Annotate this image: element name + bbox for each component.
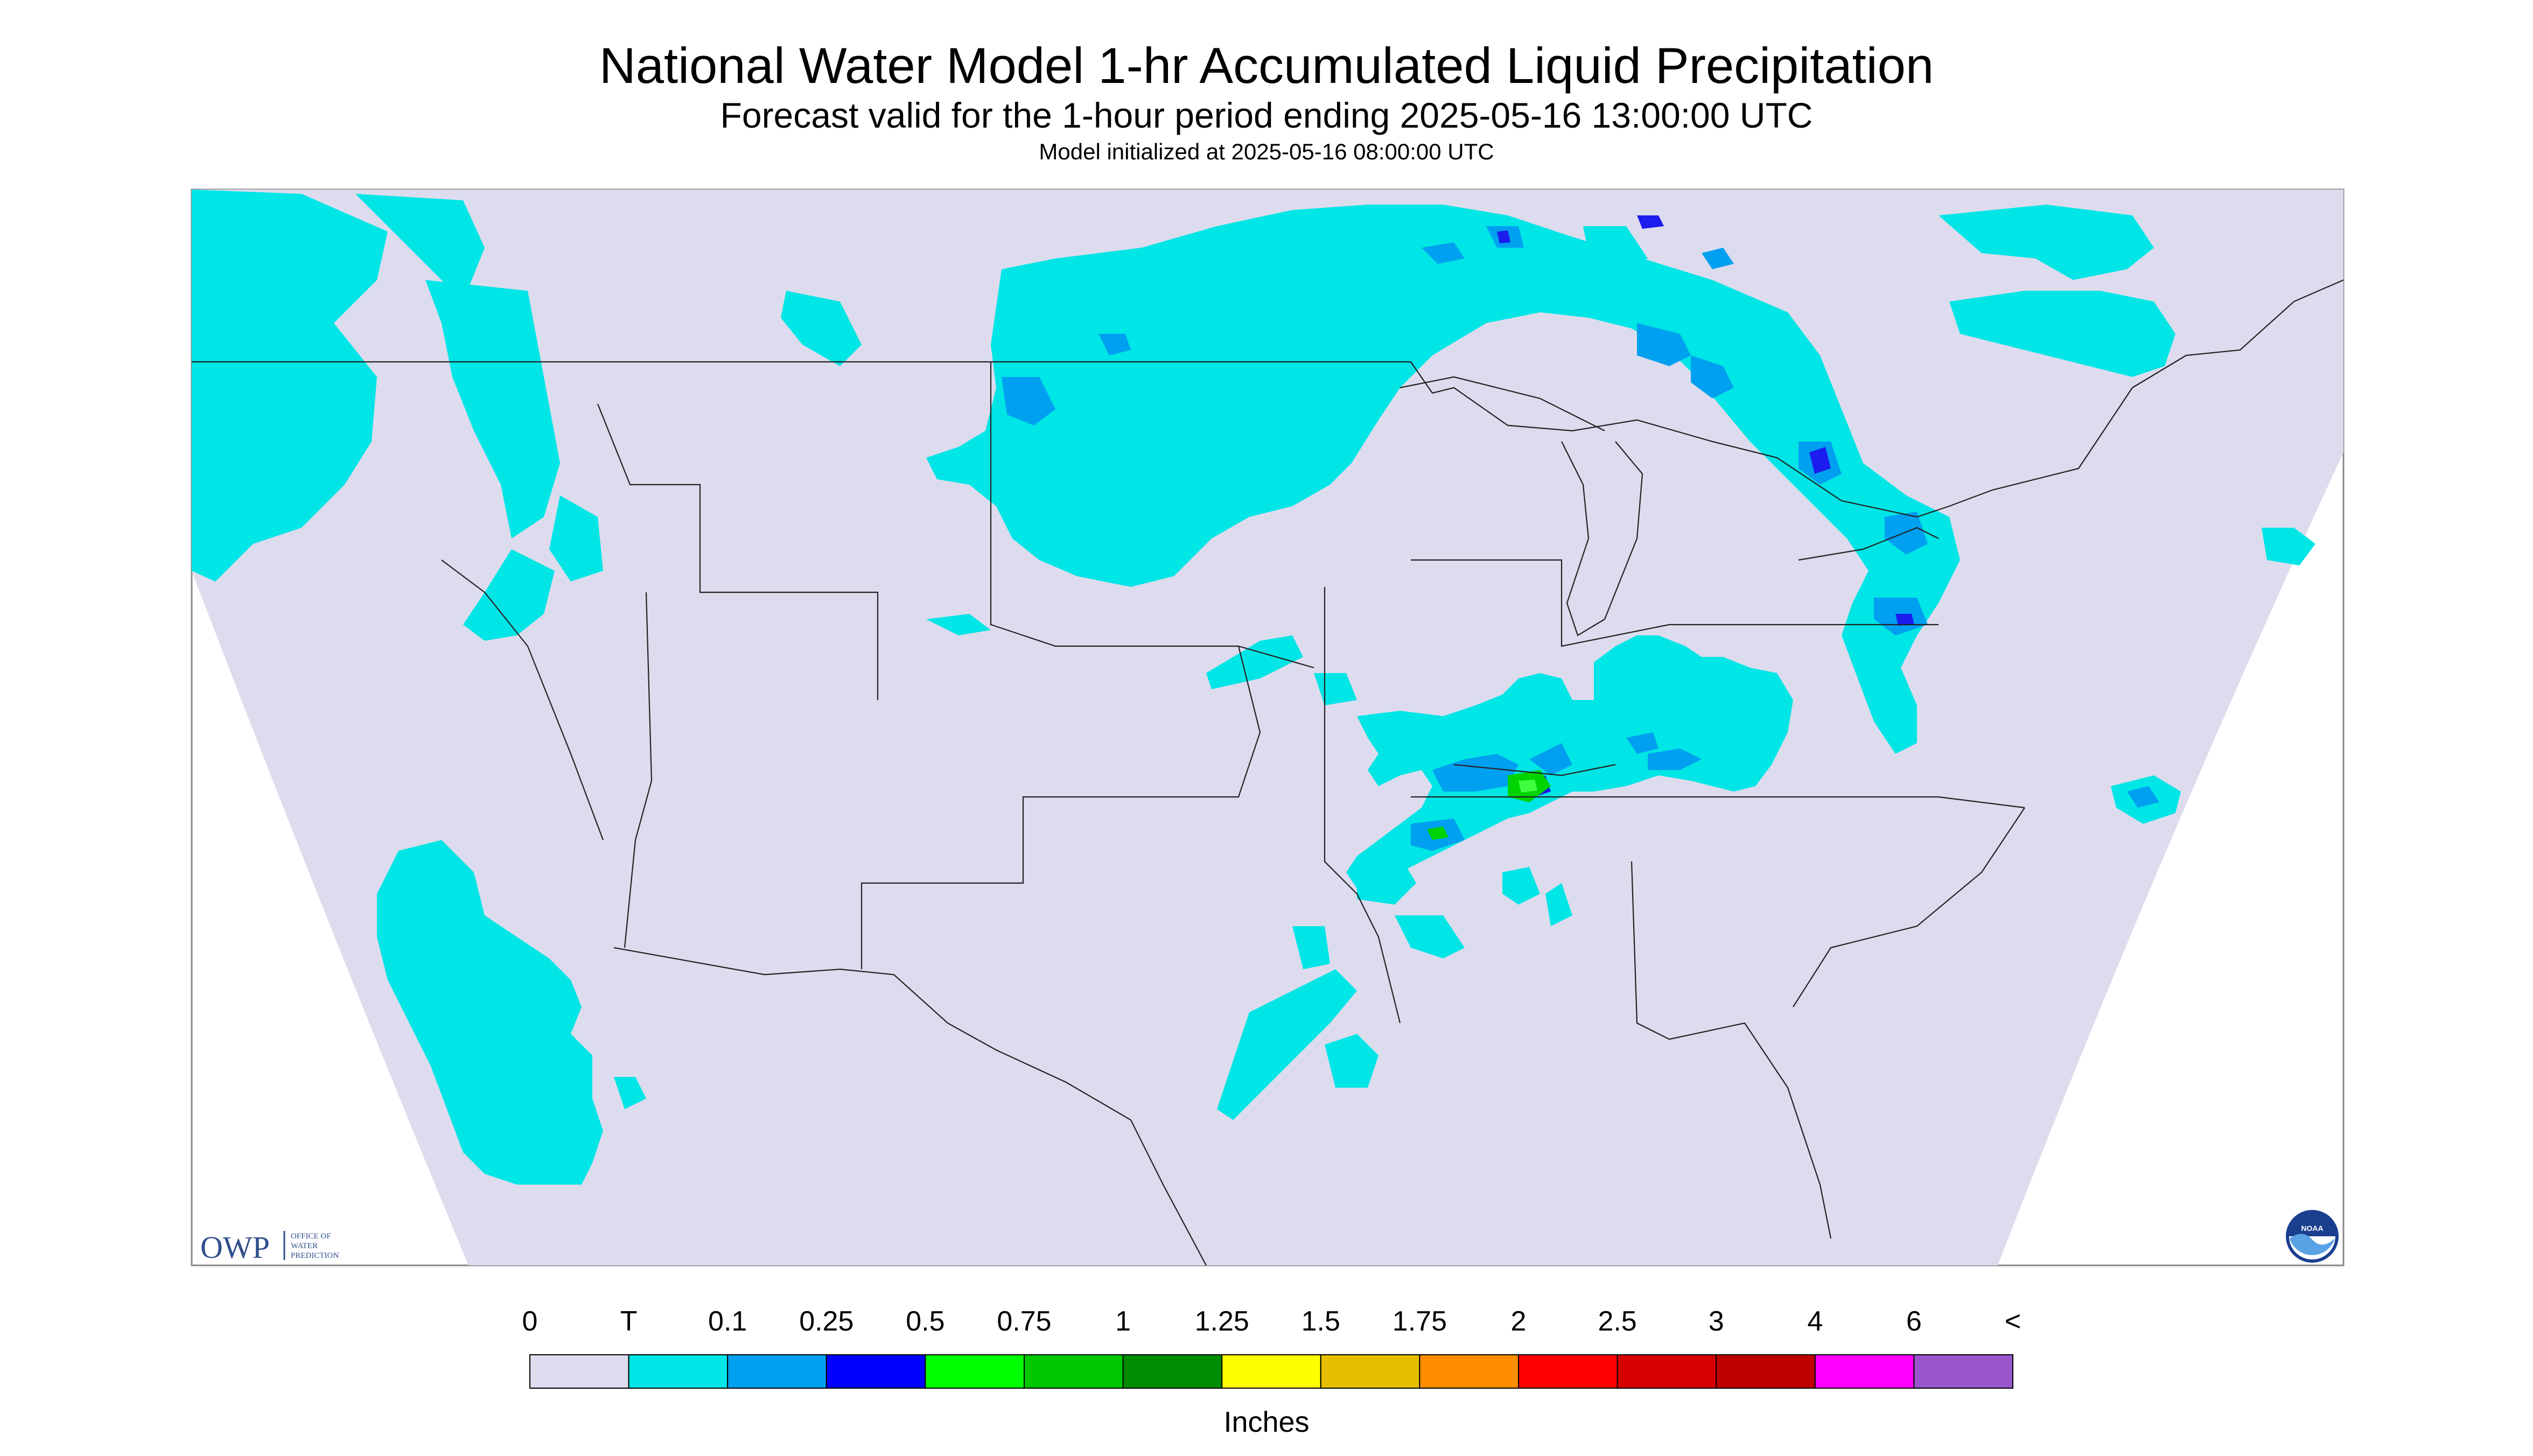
legend-label-12: 3 (1708, 1306, 1724, 1337)
init-time-line: Model initialized at 2025-05-16 08:00:00… (1039, 139, 1494, 164)
legend-swatch-1 (628, 1354, 729, 1389)
legend-units: Inches (1223, 1406, 1310, 1438)
legend-swatch-5 (1024, 1354, 1124, 1389)
state-lines-south (1411, 796, 2025, 809)
legend-swatch-14 (1913, 1354, 2013, 1389)
state-lines-plains (990, 362, 1314, 669)
legend-swatch-2 (727, 1354, 827, 1389)
legend-swatch-12 (1716, 1354, 1816, 1389)
state-lines-central (1324, 587, 1401, 1024)
legend-label-2: 0.1 (708, 1306, 747, 1337)
state-lines-nevada (624, 592, 653, 948)
state-lines-west (597, 403, 879, 700)
legend-label-11: 2.5 (1598, 1306, 1637, 1337)
lake-michigan (1561, 441, 1643, 636)
owp-logo-letters: OWP (200, 1230, 270, 1265)
legend-swatch-9 (1419, 1354, 1519, 1389)
precip-trace-areas (192, 190, 2315, 1185)
legend-label-10: 2 (1510, 1306, 1527, 1337)
legend-swatch-10 (1518, 1354, 1618, 1389)
legend-label-8: 1.5 (1301, 1306, 1340, 1337)
legend-label-4: 0.5 (906, 1306, 945, 1337)
map-subtitle: Forecast valid for the 1-hour period end… (720, 95, 1813, 135)
legend-swatch-7 (1221, 1354, 1321, 1389)
precip-light-areas (1002, 226, 2159, 851)
legend-label-6: 1 (1115, 1306, 1131, 1337)
legend-color-bar (529, 1354, 2013, 1389)
owp-logo: OWP OFFICE OF WATER PREDICTION (200, 1230, 339, 1265)
owp-logo-line3: PREDICTION (291, 1251, 339, 1260)
legend-label-13: 4 (1807, 1306, 1823, 1337)
owp-logo-line1: OFFICE OF (291, 1232, 331, 1241)
noaa-logo: NOAA (2286, 1210, 2339, 1263)
legend-swatch-3 (825, 1354, 926, 1389)
legend-label-14: 6 (1906, 1306, 1922, 1337)
legend-label-7: 1.25 (1194, 1306, 1249, 1337)
california-coast-line (441, 559, 604, 841)
legend-swatch-11 (1617, 1354, 1717, 1389)
legend-label-3: 0.25 (799, 1306, 854, 1337)
us-mexico-border (613, 947, 1207, 1265)
legend-label-9: 1.75 (1392, 1306, 1447, 1337)
legend-label-1: T (620, 1306, 638, 1337)
tennessee-line (1453, 764, 1616, 776)
legend-swatch-6 (1122, 1354, 1223, 1389)
owp-logo-line2: WATER (291, 1242, 318, 1250)
precip-heavy-areas (1427, 770, 1551, 840)
gulf-coast (1631, 861, 1832, 1239)
legend-swatch-0 (529, 1354, 629, 1389)
legend-swatch-13 (1814, 1354, 1915, 1389)
state-lines-southwest (860, 646, 1261, 969)
map-title: National Water Model 1-hr Accumulated Li… (599, 37, 1934, 94)
legend-label-5: 0.75 (997, 1306, 1052, 1337)
legend-swatch-4 (925, 1354, 1025, 1389)
noaa-logo-text: NOAA (2301, 1224, 2323, 1233)
legend-label-0: 0 (522, 1306, 538, 1337)
lake-superior (1400, 376, 1605, 431)
state-lines-midwest (1411, 559, 1939, 647)
lake-erie (1798, 527, 1939, 561)
legend-label-15: < (2004, 1306, 2021, 1337)
legend-swatch-8 (1320, 1354, 1421, 1389)
boundary-lines (192, 279, 2343, 1265)
atlantic-coast (1793, 807, 2025, 1007)
us-canada-border (192, 279, 2343, 518)
